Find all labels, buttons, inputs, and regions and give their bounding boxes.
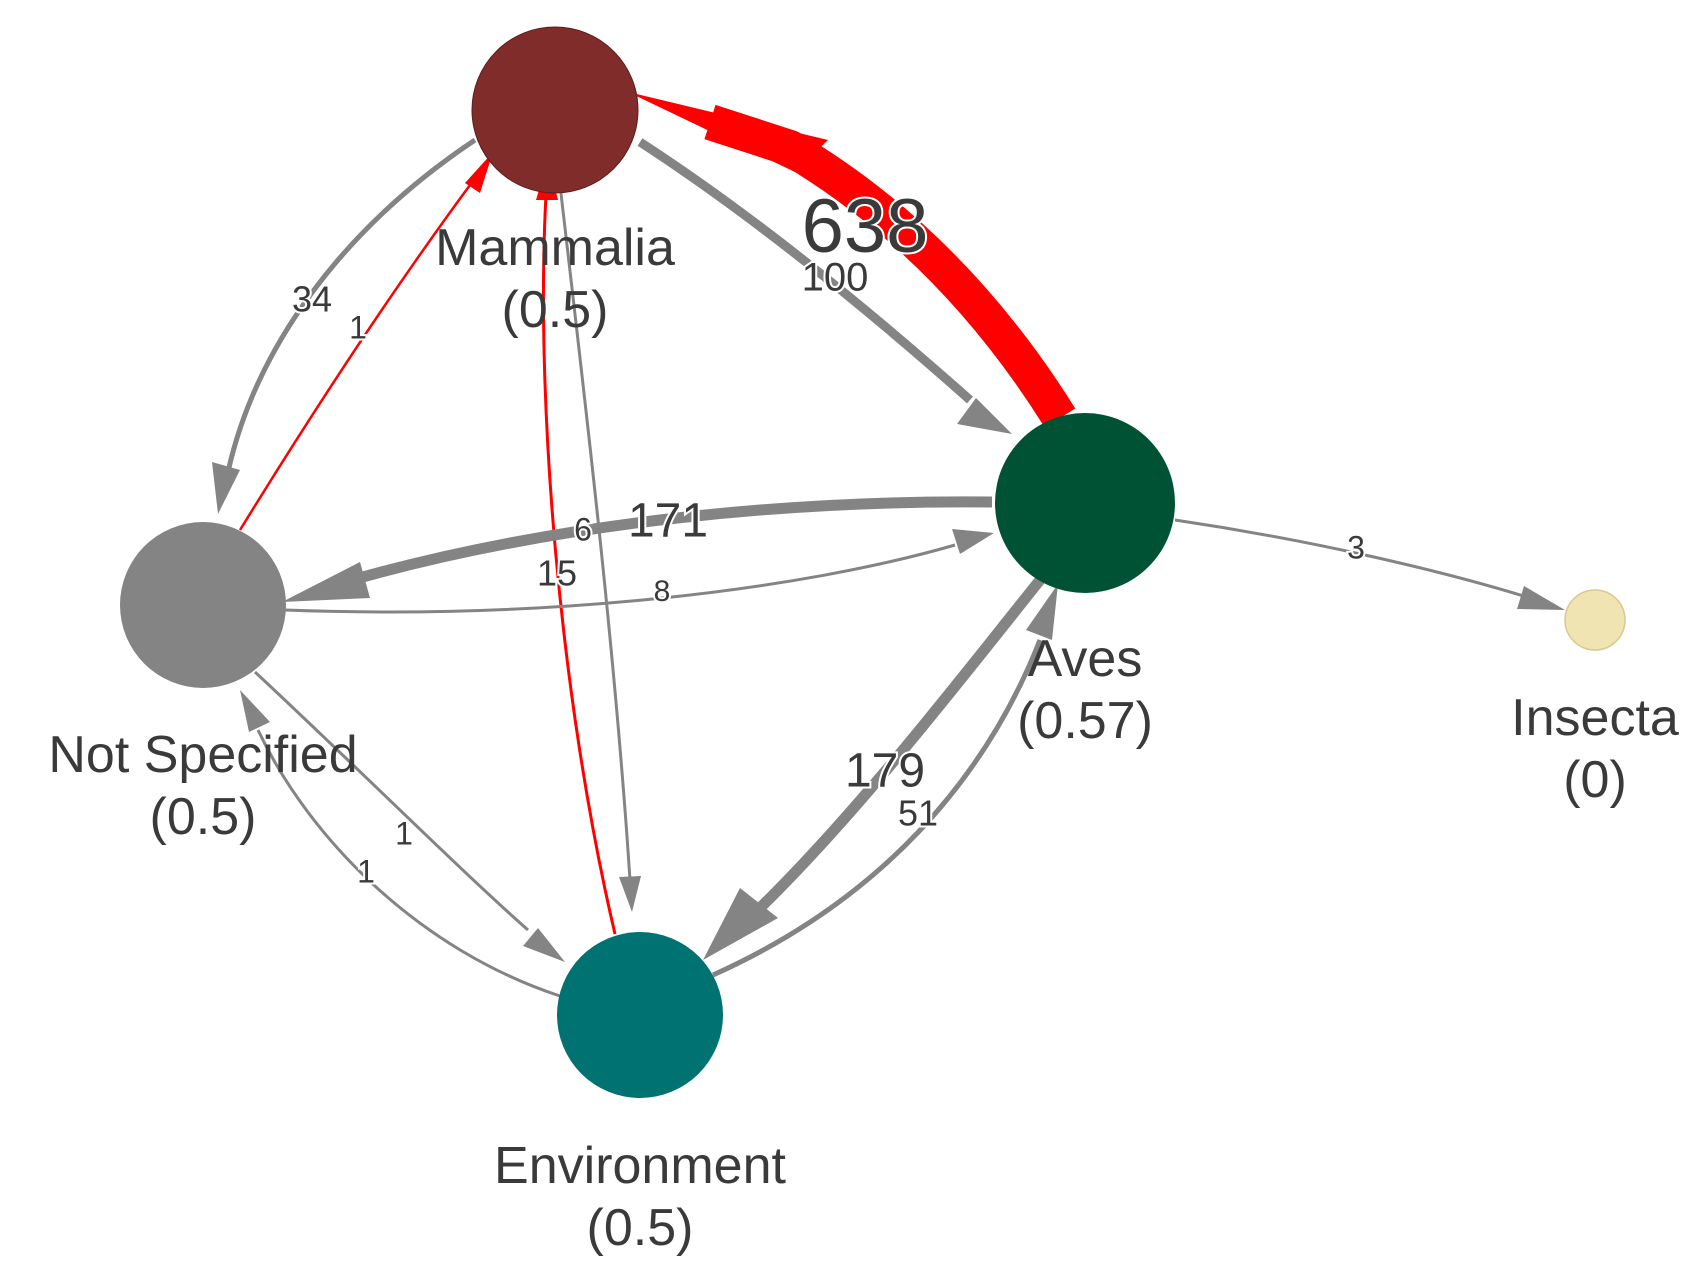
edge-aves-to-mammalia-arrowhead	[628, 92, 828, 172]
edge-notspec-to-mammalia-arrowhead	[465, 152, 493, 193]
edge-label-mammalia-to-aves: 100	[802, 256, 869, 300]
node-notspec-name: Not Specified	[48, 726, 357, 784]
edge-mammalia-to-notspec-arrowhead	[212, 462, 240, 514]
edge-label-aves-to-environment: 179	[845, 745, 925, 798]
edge-environment-to-aves	[711, 639, 1043, 978]
edge-aves-to-environment	[756, 576, 1045, 912]
edge-label-aves-to-mammalia: 638	[802, 184, 929, 269]
edge-label-mammalia-to-notspec: 34	[292, 279, 332, 320]
edge-aves-to-environment-arrowhead	[703, 888, 778, 960]
edge-label-aves-to-insecta: 3	[1347, 529, 1365, 565]
edge-label-notspec-to-mammalia: 1	[349, 309, 367, 345]
edge-aves-to-notspec	[343, 496, 993, 588]
node-environment	[557, 932, 723, 1098]
node-insecta	[1564, 589, 1626, 651]
node-aves-value: (0.57)	[1017, 692, 1153, 750]
node-mammalia-name: Mammalia	[435, 219, 675, 277]
edge-notspec-to-mammalia	[238, 184, 472, 531]
node-insecta-name: Insecta	[1511, 689, 1679, 747]
node-labels: Mammalia (0.5) Aves (0.57) Not Specified…	[48, 219, 1679, 1257]
edge-environment-to-aves-arrowhead	[1026, 584, 1058, 640]
edge-aves-to-mammalia	[704, 104, 1076, 428]
edge-label-environment-to-mammalia: 15	[537, 553, 577, 594]
edge-notspec-to-environment	[253, 670, 529, 932]
node-environment-name: Environment	[494, 1137, 786, 1195]
edge-mammalia-to-notspec	[225, 137, 477, 473]
edge-label-aves-to-notspec: 171	[628, 495, 708, 548]
node-notspec-value: (0.5)	[150, 788, 257, 846]
edge-mammalia-to-environment-arrowhead	[619, 876, 641, 912]
node-insecta-value: (0)	[1563, 751, 1627, 809]
edge-aves-to-notspec-arrowhead	[282, 562, 370, 602]
edge-notspec-to-aves-arrowhead	[952, 529, 994, 554]
node-mammalia	[471, 26, 639, 194]
edge-labels: 638 100 34 1 6 15 171 8 179 51 1 1 3	[290, 182, 1367, 891]
node-aves-name: Aves	[1028, 630, 1143, 688]
edge-label-notspec-to-aves: 8	[654, 575, 671, 608]
node-notspec	[120, 522, 286, 688]
edge-label-notspec-to-environment: 1	[395, 815, 413, 851]
edge-mammalia-to-aves	[637, 138, 973, 404]
node-mammalia-value: (0.5)	[502, 281, 609, 339]
edge-notspec-to-aves	[284, 543, 956, 614]
node-aves	[995, 413, 1175, 593]
edge-mammalia-to-aves-arrowhead	[957, 398, 1012, 434]
node-environment-value: (0.5)	[587, 1199, 694, 1257]
edge-label-environment-to-notspec: 1	[357, 853, 375, 889]
edge-environment-to-notspec-arrowhead	[240, 690, 270, 732]
edge-notspec-to-environment-arrowhead	[523, 928, 565, 962]
edge-label-mammalia-to-environment: 6	[574, 511, 592, 547]
edge-environment-to-mammalia	[541, 194, 617, 935]
edge-aves-to-insecta	[1174, 518, 1531, 600]
edge-aves-to-insecta-arrowhead	[1517, 586, 1565, 610]
nodes	[120, 26, 1626, 1098]
edge-environment-to-notspec	[256, 729, 561, 998]
edge-label-environment-to-aves: 51	[898, 793, 938, 834]
